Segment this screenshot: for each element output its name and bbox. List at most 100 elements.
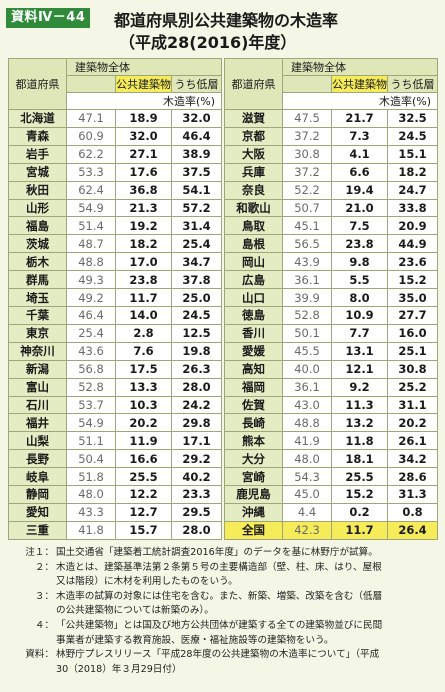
all-buildings-value: 41.8 xyxy=(66,520,116,541)
all-buildings-value: 53.3 xyxy=(66,162,116,182)
low-rise-value: 57.2 xyxy=(170,198,223,218)
pref-column-header: 都道府県 xyxy=(8,58,67,110)
pref-cell: 広島 xyxy=(224,270,283,290)
table-row: 秋田 62.4 36.8 54.1 xyxy=(8,180,223,200)
low-rise-value: 23.3 xyxy=(170,485,223,504)
all-buildings-value: 62.2 xyxy=(66,144,116,164)
pref-cell: 愛媛 xyxy=(224,341,283,361)
low-rise-value: 29.8 xyxy=(170,413,223,433)
table-left-half: 都道府県 建築物全体 公共建築物 うち低層 木造率(%) 北海道 47.1 18.9… xyxy=(8,58,223,541)
public-buildings-value: 0.2 xyxy=(331,502,388,522)
pref-cell: 香川 xyxy=(224,323,283,343)
low-rise-value: 35.0 xyxy=(386,288,439,307)
low-rise-value: 24.5 xyxy=(170,305,223,325)
low-rise-value: 30.8 xyxy=(386,359,439,379)
table-row: 愛知 43.3 12.7 29.5 xyxy=(8,502,223,522)
table-row: 北海道 47.1 18.9 32.0 xyxy=(8,109,223,128)
public-buildings-value: 23.8 xyxy=(115,270,172,290)
public-buildings-value: 12.2 xyxy=(115,485,172,504)
public-buildings-value: 7.3 xyxy=(331,126,388,146)
pref-cell: 兵庫 xyxy=(224,162,283,182)
all-buildings-value: 54.9 xyxy=(66,198,116,218)
public-buildings-value: 14.0 xyxy=(115,305,172,325)
pref-cell: 岡山 xyxy=(224,252,283,272)
table-row: 富山 52.8 13.3 28.0 xyxy=(8,377,223,397)
all-buildings-value: 41.9 xyxy=(282,431,332,451)
note-label: ４： xyxy=(34,619,54,631)
all-buildings-value: 36.1 xyxy=(282,270,332,290)
table-row: 鳥取 45.1 7.5 20.9 xyxy=(224,216,439,236)
note-text: 木造率の試算の対象には住宅を含む。また、新築、増築、改築を含む（低層 の公共建築物… xyxy=(56,590,440,619)
pref-column-header: 都道府県 xyxy=(224,58,283,110)
notes-section: 注１： 国土交通省「建築着工統計調査2016年度」のデータを基に林野庁が試算。 ２：… xyxy=(8,546,440,677)
pref-cell: 京都 xyxy=(224,126,283,146)
table-row: 山形 54.9 21.3 57.2 xyxy=(8,198,223,218)
all-buildings-value: 50.4 xyxy=(66,449,116,469)
public-buildings-value: 13.1 xyxy=(331,341,388,361)
low-rise-value: 27.7 xyxy=(386,305,439,325)
table-left-body: 北海道 47.1 18.9 32.0 青森 60.9 32.0 46.4 岩手 62.2 27.1 3… xyxy=(8,109,223,541)
public-buildings-value: 13.3 xyxy=(115,377,172,397)
low-rise-value: 25.0 xyxy=(170,288,223,307)
public-buildings-value: 9.2 xyxy=(331,377,388,397)
low-rise-value: 15.2 xyxy=(386,270,439,290)
low-rise-value: 37.5 xyxy=(170,162,223,182)
pref-cell: 愛知 xyxy=(8,502,67,522)
table-row: 佐賀 43.0 11.3 31.1 xyxy=(224,395,439,415)
pref-cell: 高知 xyxy=(224,359,283,379)
low-rise-value: 40.2 xyxy=(170,467,223,487)
public-buildings-header: 公共建築物 xyxy=(115,75,172,93)
pref-cell: 茨城 xyxy=(8,234,67,254)
pref-cell: 三重 xyxy=(8,520,67,541)
public-buildings-value: 7.5 xyxy=(331,216,388,236)
note-text: 「公共建築物」とは国及び地方公共団体が建築する全ての建築物並びに民間 事業者が建築… xyxy=(56,619,440,648)
pref-cell: 山形 xyxy=(8,198,67,218)
all-buildings-value: 37.2 xyxy=(282,162,332,182)
all-buildings-subheader-blank xyxy=(66,75,116,93)
public-buildings-value: 7.7 xyxy=(331,323,388,343)
table-row: 大分 48.0 18.1 34.2 xyxy=(224,449,439,469)
all-buildings-value: 56.8 xyxy=(66,359,116,379)
public-buildings-value: 32.0 xyxy=(115,126,172,146)
table-row: 高知 40.0 12.1 30.8 xyxy=(224,359,439,379)
low-rise-value: 29.5 xyxy=(170,502,223,522)
note-label: 注１： xyxy=(25,547,54,558)
pref-cell: 和歌山 xyxy=(224,198,283,218)
table-row: 東京 25.4 2.8 12.5 xyxy=(8,323,223,343)
all-buildings-value: 50.1 xyxy=(282,323,332,343)
low-rise-value: 16.0 xyxy=(386,323,439,343)
table-row: 徳島 52.8 10.9 27.7 xyxy=(224,305,439,325)
low-rise-value: 29.2 xyxy=(170,449,223,469)
unit-header: 木造率(%) xyxy=(65,92,223,110)
table-row: 千葉 46.4 14.0 24.5 xyxy=(8,305,223,325)
public-buildings-value: 10.3 xyxy=(115,395,172,415)
table-row: 神奈川 43.6 7.6 19.8 xyxy=(8,341,223,361)
pref-cell: 秋田 xyxy=(8,180,67,200)
note-item: 注１： 国土交通省「建築着工統計調査2016年度」のデータを基に林野庁が試算。 xyxy=(8,546,440,561)
all-buildings-value: 45.0 xyxy=(282,485,332,504)
public-buildings-value: 17.5 xyxy=(115,359,172,379)
table-row: 石川 53.7 10.3 24.2 xyxy=(8,395,223,415)
low-rise-value: 25.1 xyxy=(386,341,439,361)
table-row: 滋賀 47.5 21.7 32.5 xyxy=(224,109,439,128)
public-buildings-value: 12.1 xyxy=(331,359,388,379)
note-line: 又は階段）に木材を利用したものをいう。 xyxy=(56,576,238,588)
low-rise-value: 31.4 xyxy=(170,216,223,236)
low-rise-value: 12.5 xyxy=(170,323,223,343)
public-buildings-value: 10.9 xyxy=(331,305,388,325)
public-buildings-value: 11.7 xyxy=(115,288,172,307)
all-buildings-subheader-blank xyxy=(282,75,332,93)
table-row: 京都 37.2 7.3 24.5 xyxy=(224,126,439,146)
all-buildings-value: 53.7 xyxy=(66,395,116,415)
note-line: 木造とは、建築基準法第２条第５号の主要構造部（壁、柱、床、はり、屋根 xyxy=(56,561,382,573)
low-rise-value: 19.8 xyxy=(170,341,223,361)
table-row: 岐阜 51.8 25.5 40.2 xyxy=(8,467,223,487)
low-rise-value: 24.5 xyxy=(386,126,439,146)
table-row: 群馬 49.3 23.8 37.8 xyxy=(8,270,223,290)
figure-title: 都道府県別公共建築物の木造率 xyxy=(114,11,339,30)
public-buildings-value: 19.2 xyxy=(115,216,172,236)
low-rise-value: 26.1 xyxy=(386,431,439,451)
note-line: 事業者が建築する教育施設、医療・福祉施設等の建築物をいう。 xyxy=(56,634,334,646)
table-row: 宮城 53.3 17.6 37.5 xyxy=(8,162,223,182)
table-row: 山口 39.9 8.0 35.0 xyxy=(224,288,439,307)
